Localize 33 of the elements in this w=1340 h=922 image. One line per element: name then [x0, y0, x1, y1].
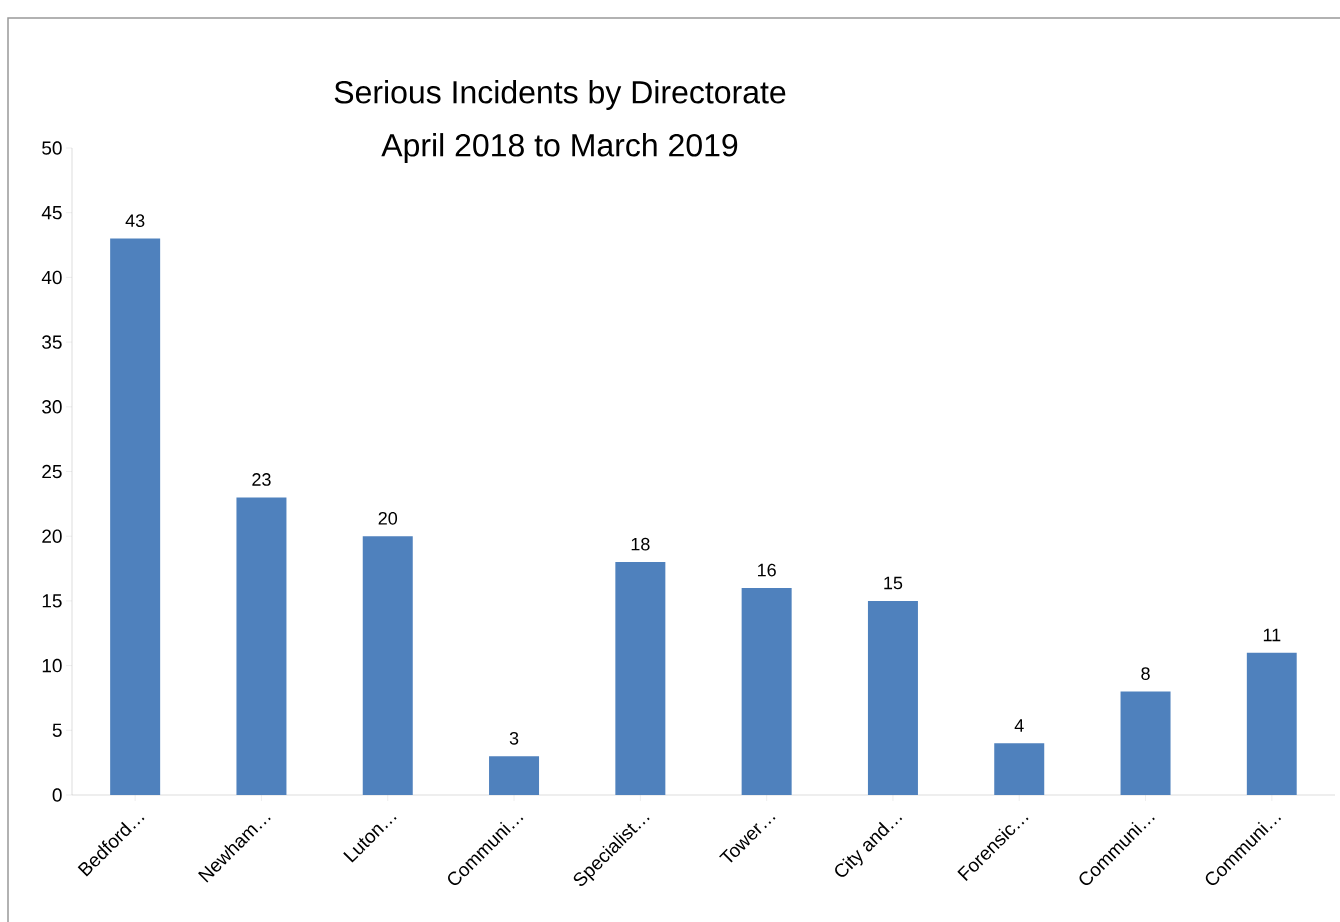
chart-title: Serious Incidents by Directorate	[334, 80, 786, 110]
data-label: 8	[1141, 667, 1150, 680]
bar	[362, 536, 413, 795]
y-tick-label: 25	[42, 464, 62, 479]
data-label: 3	[509, 731, 519, 745]
data-label: 18	[631, 537, 650, 551]
y-tick-label: 20	[42, 529, 62, 543]
data-label: 23	[252, 473, 271, 486]
bar	[1246, 652, 1297, 795]
y-tick-label: 30	[42, 400, 62, 414]
data-label: 20	[378, 511, 398, 525]
bar	[1120, 691, 1171, 795]
data-label: 15	[884, 576, 903, 590]
bar	[867, 600, 918, 795]
y-tick-label: 10	[42, 658, 62, 673]
y-tick-label: 50	[42, 141, 62, 155]
y-tick-label: 40	[41, 270, 62, 285]
chart-subtitle: April 2018 to March 2019	[381, 133, 738, 163]
y-tick-label: 0	[52, 788, 62, 802]
bar	[489, 756, 540, 795]
data-label: 4	[1014, 719, 1024, 732]
y-tick-label: 5	[52, 723, 62, 737]
bar	[110, 238, 161, 795]
y-tick-label: 15	[42, 594, 62, 608]
data-label: 11	[1263, 628, 1281, 642]
data-label: 43	[125, 214, 145, 228]
bar	[236, 497, 287, 795]
y-tick-label: 45	[41, 206, 62, 220]
y-tick-label: 35	[42, 335, 62, 349]
bar	[994, 743, 1045, 795]
data-label: 16	[758, 563, 776, 577]
bar	[741, 587, 792, 795]
bar	[615, 562, 666, 795]
